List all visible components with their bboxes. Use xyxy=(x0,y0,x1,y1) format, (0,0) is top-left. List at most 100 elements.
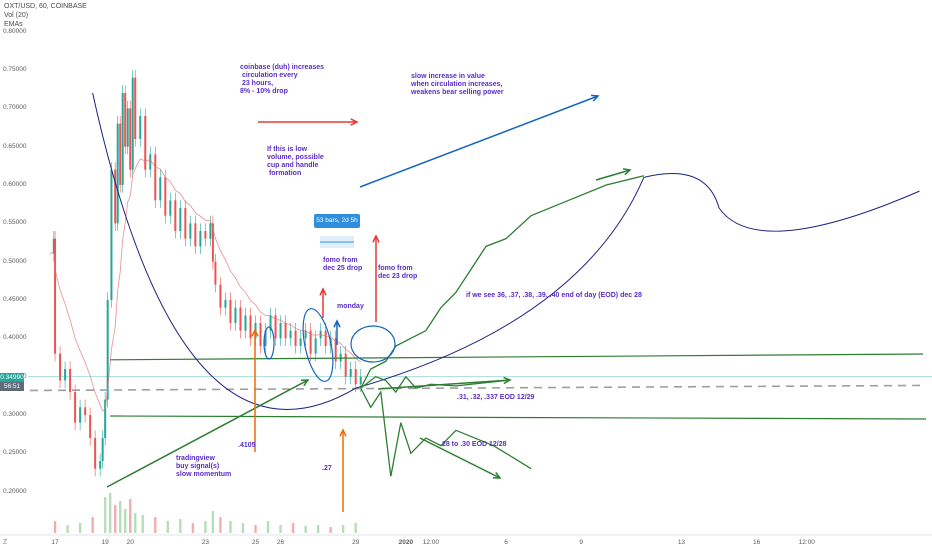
x-tick-label: 17 xyxy=(51,539,59,546)
volume-indicator-label[interactable]: Vol (20) xyxy=(4,12,29,19)
red-arrow-right-head xyxy=(350,118,359,126)
candle-body xyxy=(324,330,327,346)
y-tick-label: 0.40000 xyxy=(3,334,27,342)
candle-body xyxy=(189,223,192,239)
volume-bar xyxy=(241,523,245,533)
candle-body xyxy=(169,200,172,216)
y-tick-label: 0.20000 xyxy=(3,487,27,495)
note-scenario-mid: .31, .32, .337 EOD 12/29 xyxy=(457,394,535,401)
orange-arrow-4105-head xyxy=(251,328,259,337)
ellipse-monday xyxy=(302,308,334,382)
candle-body xyxy=(154,154,157,201)
volume-bar xyxy=(113,505,117,533)
last-price-badge: 0.34990 xyxy=(0,372,24,382)
volume-bar xyxy=(191,523,195,533)
x-tick-label: 25 xyxy=(251,539,260,546)
candle-body xyxy=(79,407,82,423)
candle-body xyxy=(244,315,247,331)
volume-bar xyxy=(341,525,345,533)
x-tick-label: 6 xyxy=(504,539,508,546)
orange-arrow-27-head xyxy=(339,428,347,437)
candle-body xyxy=(89,415,92,438)
volume-bar xyxy=(229,521,232,533)
ema-indicator-label[interactable]: EMAs xyxy=(4,21,23,28)
note-tradingview-signal: tradingview buy signal(s) slow momentum xyxy=(176,455,232,478)
candle-body xyxy=(54,238,57,354)
ellipse-breakout xyxy=(350,325,396,363)
x-tick-label: 19 xyxy=(101,539,109,546)
candle-body xyxy=(121,93,124,185)
note-fomo-23: fomo from dec 23 drop xyxy=(378,265,418,280)
candle-body xyxy=(229,300,232,323)
candle-body xyxy=(119,123,122,185)
candle-body xyxy=(294,330,297,346)
candle-body xyxy=(69,369,72,392)
volume-bar xyxy=(103,497,107,533)
candle-body xyxy=(199,231,202,247)
volume-bar xyxy=(279,525,282,533)
volume-bar xyxy=(129,499,132,533)
candle-body xyxy=(101,438,104,461)
dashed-level xyxy=(29,384,921,392)
volume-bar xyxy=(211,511,215,533)
candle-body xyxy=(194,223,197,247)
support-line-lower xyxy=(110,415,927,420)
candle-body xyxy=(64,369,67,381)
candle-body xyxy=(304,330,307,339)
x-tick-label: 12:00 xyxy=(798,539,815,546)
candle-body xyxy=(349,369,352,377)
ema-line xyxy=(49,158,361,412)
y-tick-label: 0.60000 xyxy=(3,181,27,188)
volume-bar xyxy=(141,515,144,533)
candle-body xyxy=(131,77,134,170)
y-tick-label: 0.65000 xyxy=(3,142,27,150)
symbol-title: OXT/USD, 60, COINBASE xyxy=(4,3,87,10)
x-tick-label: 20 xyxy=(126,539,134,546)
candle-body xyxy=(59,353,62,381)
note-scenario-low: .28 to .30 EOD 12/28 xyxy=(440,441,507,448)
note-fomo-25: fomo from dec 25 drop xyxy=(323,257,363,272)
x-tick-label: 9 xyxy=(579,539,584,546)
candle-body xyxy=(164,177,167,216)
y-tick-label: 0.80000 xyxy=(3,27,27,35)
candle-body xyxy=(264,330,267,346)
volume-bar xyxy=(254,525,257,533)
volume-bar xyxy=(119,501,122,533)
candle-body xyxy=(99,461,102,469)
note-cup-handle: If this is low volume, possible cup and … xyxy=(267,146,324,177)
y-tick-label: 0.55000 xyxy=(3,219,27,227)
candle-body xyxy=(179,208,182,231)
volume-bar xyxy=(134,513,137,533)
x-tick-label: 29 xyxy=(352,539,360,546)
green-arrow-low-head xyxy=(492,471,502,479)
green-arrow-signal xyxy=(106,379,309,488)
note-level-4105: .4105 xyxy=(238,442,256,449)
candle-body xyxy=(174,200,177,231)
candle-body xyxy=(274,315,277,339)
tradingview-logo-icon[interactable]: Z xyxy=(3,539,8,546)
y-tick-label: 0.50000 xyxy=(3,257,27,265)
volume-bar xyxy=(291,523,295,533)
measure-ruler-label[interactable]: 53 bars, 2d 5h xyxy=(314,214,360,228)
volume-bar xyxy=(91,517,94,533)
candle-body xyxy=(284,323,287,339)
volume-bar xyxy=(78,523,82,533)
x-tick-label: 2020 xyxy=(398,539,414,546)
candle-body xyxy=(339,353,342,362)
y-tick-label: 0.25000 xyxy=(3,449,27,457)
volume-bar xyxy=(166,521,170,533)
candle-body xyxy=(269,315,272,331)
volume-bar xyxy=(154,517,157,533)
volume-bar xyxy=(329,527,332,533)
candle-body xyxy=(344,353,347,377)
grid xyxy=(0,0,932,536)
candle-body xyxy=(106,300,109,400)
y-tick-label: 0.30000 xyxy=(3,411,27,418)
candle-body xyxy=(314,338,317,354)
red-arrow-fomo23-head xyxy=(372,234,380,243)
x-tick-label: 16 xyxy=(752,539,761,546)
candle-body xyxy=(249,315,252,339)
candle-body xyxy=(74,392,77,423)
price-axis-bg xyxy=(0,0,28,535)
